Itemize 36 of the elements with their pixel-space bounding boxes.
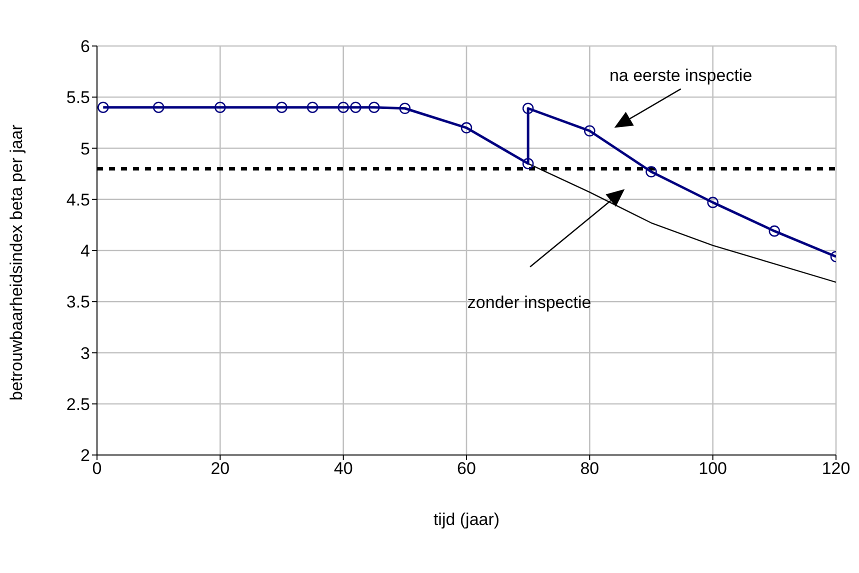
point: [276, 102, 288, 113]
point: [306, 102, 318, 113]
point: [350, 102, 362, 113]
point: [707, 196, 718, 208]
y-tick-label: 4: [80, 242, 90, 261]
x-tick-label: 120: [822, 459, 850, 478]
y-tick-label: 3.5: [66, 292, 90, 312]
point: [338, 102, 349, 113]
x-tick-label: 0: [92, 459, 102, 478]
x-tick-label: 20: [210, 459, 230, 478]
y-tick-label: 5: [80, 139, 90, 158]
y-tick-label: 2: [80, 446, 90, 466]
point: [98, 102, 109, 113]
point: [522, 158, 534, 170]
point: [460, 122, 472, 134]
point: [214, 102, 226, 113]
annotation: zonder inspectie: [467, 292, 592, 312]
point: [646, 166, 657, 178]
point: [768, 225, 780, 237]
y-tick-label: 6: [80, 37, 90, 56]
point: [522, 102, 534, 114]
y-tick-label: 4.5: [66, 190, 90, 210]
point: [368, 102, 380, 113]
y-axis-title: betrouwbaarheidsindex beta per jaar: [7, 124, 26, 400]
point: [152, 102, 164, 113]
x-tick-label: 100: [698, 459, 728, 478]
y-tick-label: 3: [80, 344, 90, 363]
annotation: na eerste inspectie: [609, 66, 752, 85]
x-tick-label: 80: [580, 459, 600, 478]
x-tick-label: 60: [457, 459, 476, 478]
point: [399, 102, 411, 114]
x-axis-title: tijd (jaar): [433, 510, 500, 529]
y-tick-label: 5.5: [66, 88, 90, 108]
point: [584, 125, 596, 137]
x-tick-label: 40: [334, 459, 353, 478]
y-tick-label: 2.5: [66, 394, 90, 414]
